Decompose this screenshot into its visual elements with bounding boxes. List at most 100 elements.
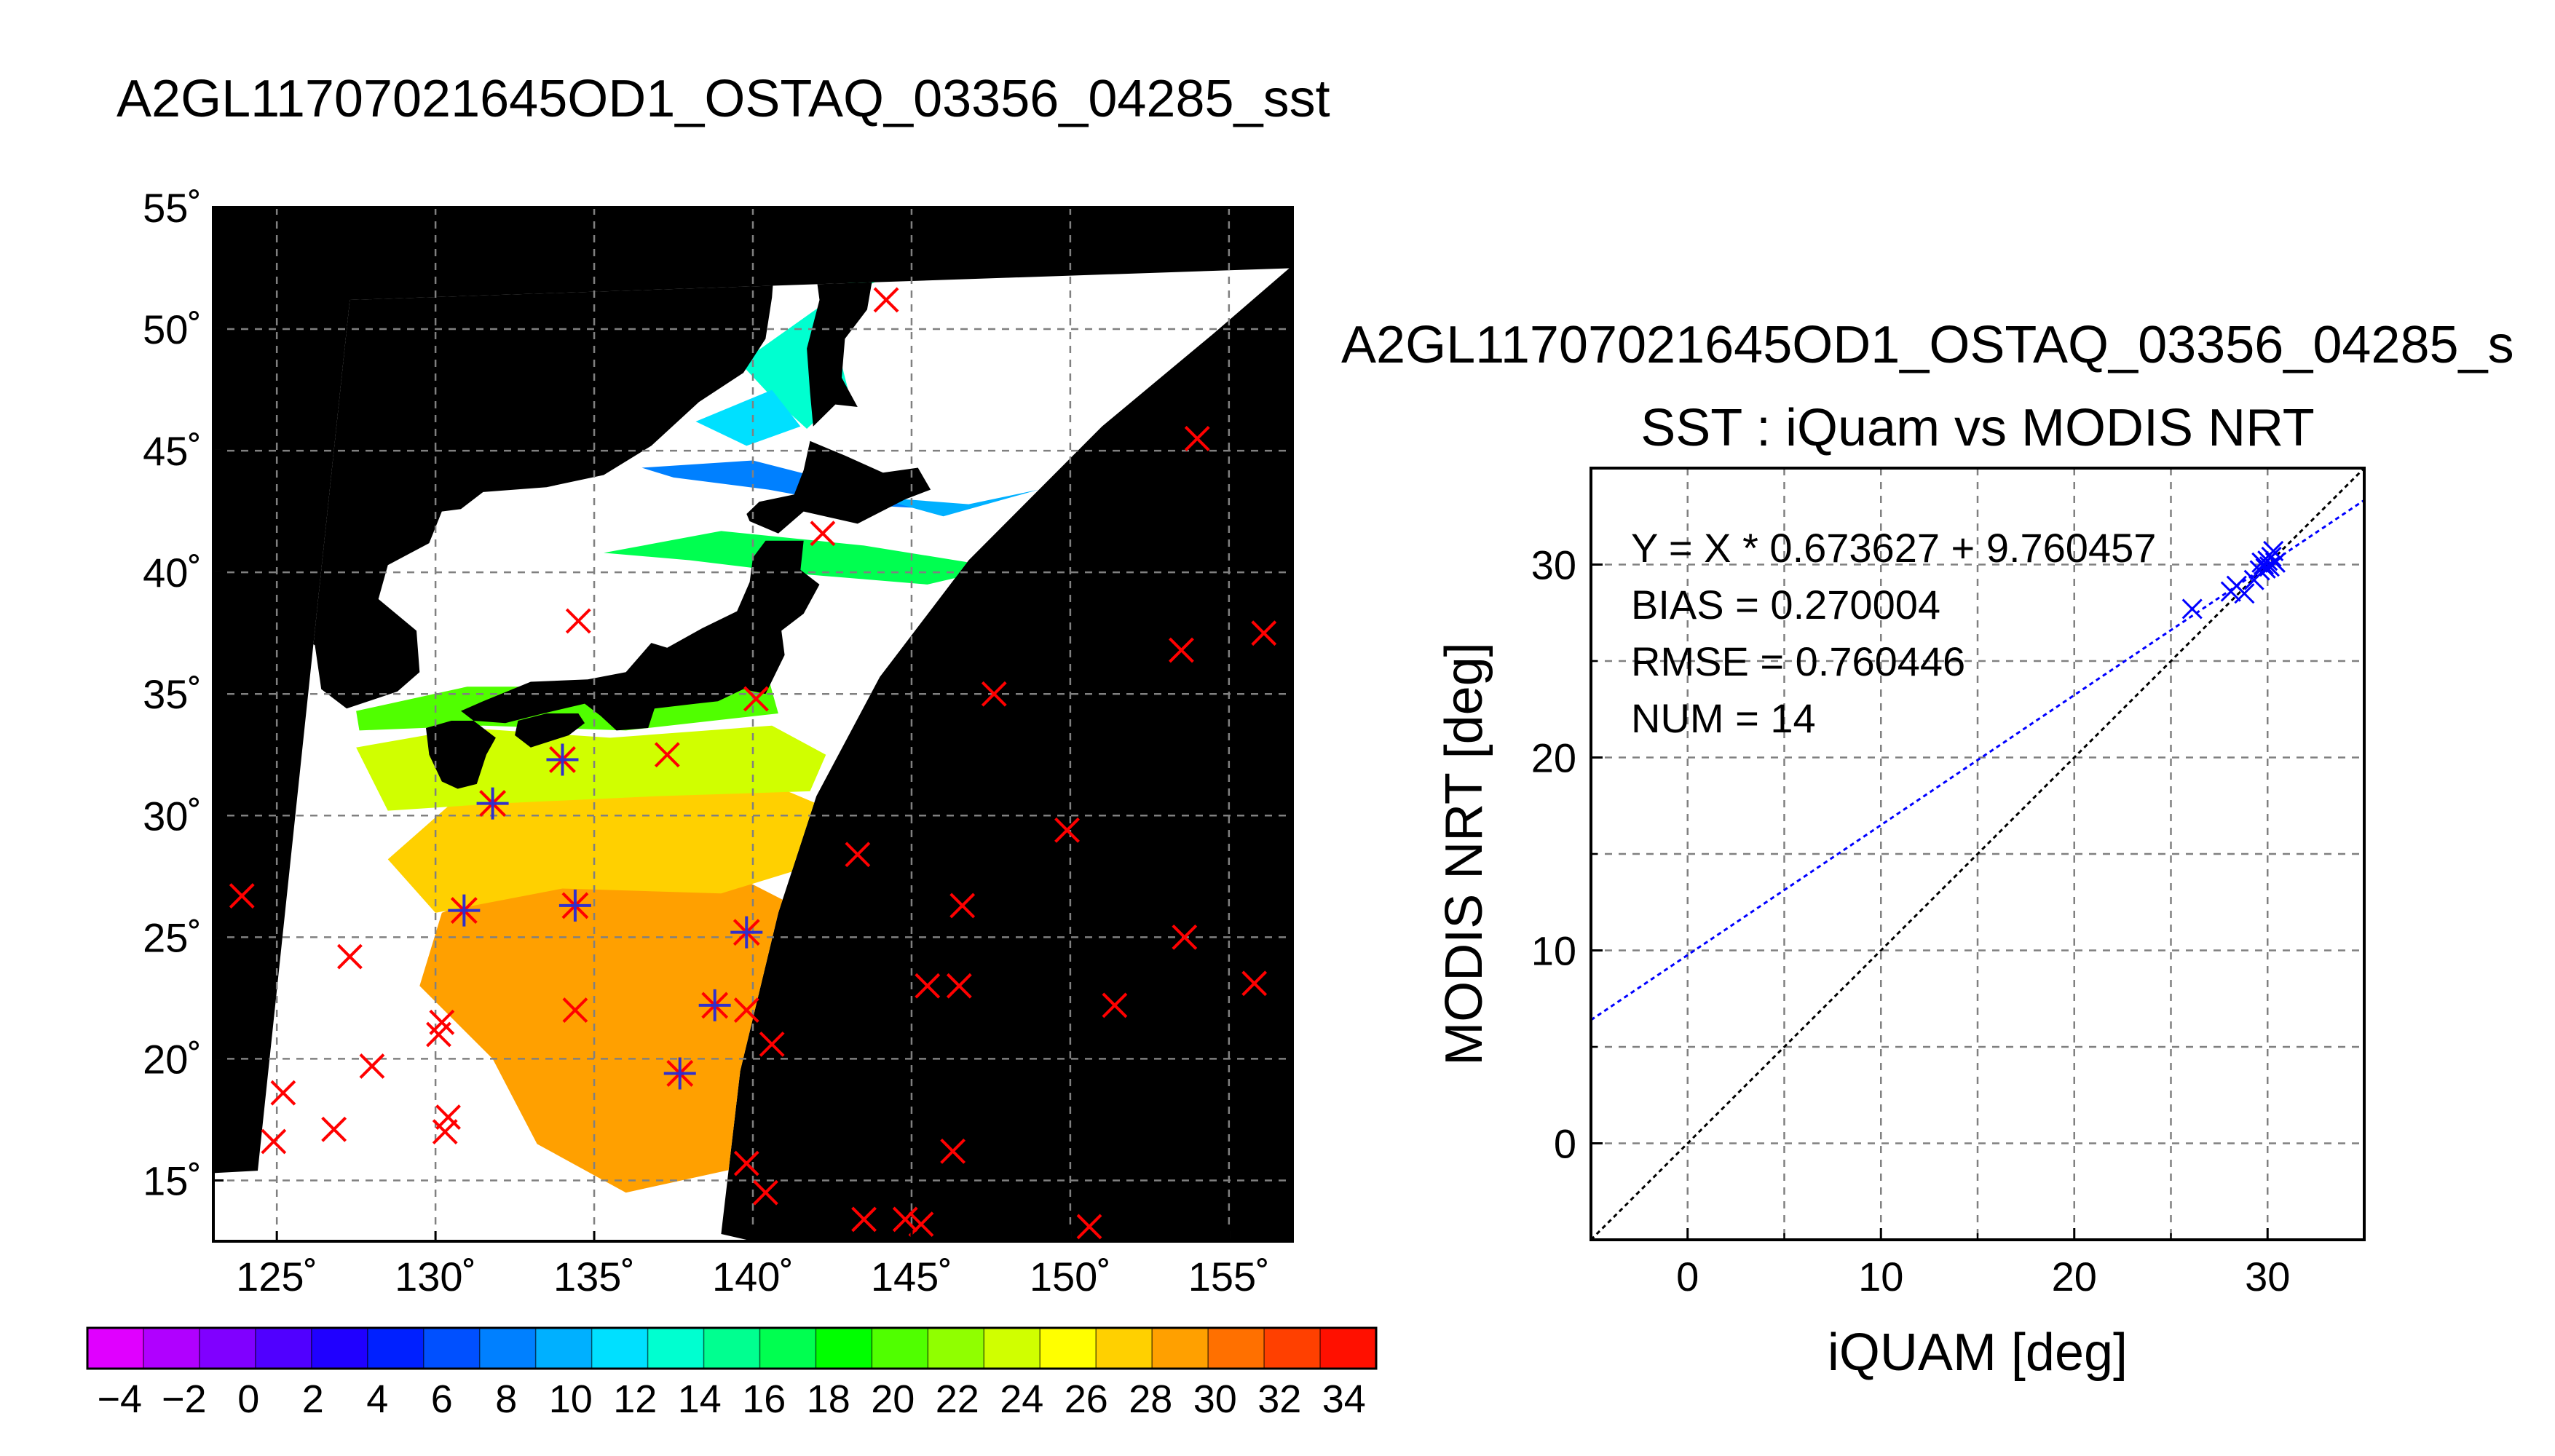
land-shikoku <box>515 713 585 748</box>
colorbar-tick-label: 6 <box>431 1377 453 1421</box>
scatter-x-label: iQUAM [deg] <box>1828 1324 2128 1382</box>
scatter-figure-title: A2GL11707021645OD1_OSTAQ_03356_04285_s <box>1341 316 2514 374</box>
scatter-y-tick-label: 10 <box>1531 928 1576 974</box>
buoy-marker <box>1241 970 1268 997</box>
num-label: NUM = 14 <box>1631 695 1816 741</box>
colorbar-box <box>1152 1328 1209 1369</box>
scatter-panel: 0 10 20 30 0 10 20 30 Y = X * 0.673627 + 9.760… <box>1435 467 2366 1382</box>
buoy-marker <box>1054 817 1080 843</box>
scatter-points <box>2181 540 2286 620</box>
map-y-tick-label: 15˚ <box>143 1158 202 1203</box>
buoy-marker <box>270 1080 296 1106</box>
colorbar-boxes <box>87 1328 1377 1369</box>
scatter-x-tick-label: 30 <box>2245 1254 2290 1299</box>
colorbar-box <box>1096 1328 1153 1369</box>
colorbar-tick-label: 24 <box>1000 1377 1043 1421</box>
colorbar-box <box>872 1328 928 1369</box>
scatter-title: SST : iQuam vs MODIS NRT <box>1640 399 2315 457</box>
colorbar-box <box>367 1328 424 1369</box>
buoy-marker <box>229 883 255 909</box>
colorbar-box <box>928 1328 984 1369</box>
matchup-marker <box>663 1057 696 1090</box>
sst-patch <box>419 859 832 1193</box>
buoy-marker <box>261 1128 287 1155</box>
colorbar-tick-label: 16 <box>742 1377 786 1421</box>
colorbar-box <box>647 1328 705 1369</box>
buoy-marker <box>1102 992 1128 1018</box>
bias-label: BIAS = 0.270004 <box>1631 582 1940 628</box>
matchup-marker <box>476 787 509 820</box>
buoy-marker <box>429 1009 455 1035</box>
map-x-tick-label: 135˚ <box>553 1254 635 1299</box>
colorbar: −4 −2 0 2 4 6 8 10 12 14 16 18 20 22 24 26 28 30 32 34 <box>86 1326 1378 1421</box>
colorbar-box <box>759 1328 817 1369</box>
buoy-marker <box>321 1116 347 1142</box>
buoy-marker <box>1169 637 1194 663</box>
land-layer <box>213 268 931 927</box>
colorbar-tick-label: 8 <box>495 1377 517 1421</box>
scatter-point <box>2264 552 2286 573</box>
scatter-grid <box>1591 468 2364 1240</box>
buoy-marker <box>810 521 836 547</box>
map-y-tick-label: 25˚ <box>143 914 202 960</box>
scatter-x-tick-label: 10 <box>1858 1254 1903 1299</box>
scatter-y-axis: 0 10 20 30 <box>1531 542 1603 1167</box>
scatter-y-tick-label: 0 <box>1554 1121 1576 1167</box>
sst-patch <box>387 776 817 913</box>
buoy-marker <box>565 608 591 634</box>
colorbar-tick-label: 34 <box>1322 1377 1366 1421</box>
map-x-tick-label: 140˚ <box>712 1254 794 1299</box>
map-y-axis: 15˚ 20˚ 25˚ 30˚ 35˚ 40˚ 45˚ 50˚ 55˚ <box>143 185 224 1203</box>
buoy-marker <box>337 943 363 970</box>
sst-patch <box>873 489 1039 517</box>
colorbar-tick-label: 32 <box>1257 1377 1301 1421</box>
colorbar-tick-label: 4 <box>366 1377 388 1421</box>
colorbar-tick-label: 26 <box>1065 1377 1108 1421</box>
colorbar-tick-label: 0 <box>237 1377 259 1421</box>
map-x-tick-label: 125˚ <box>236 1254 317 1299</box>
buoy-marker <box>753 1179 778 1206</box>
scatter-y-tick-label: 20 <box>1531 735 1576 781</box>
colorbar-box <box>479 1328 537 1369</box>
colorbar-box <box>1040 1328 1097 1369</box>
colorbar-tick-label: −4 <box>97 1377 142 1421</box>
map-x-tick-label: 130˚ <box>395 1254 476 1299</box>
identity-line <box>1591 468 2364 1240</box>
fit-equation-label: Y = X * 0.673627 + 9.760457 <box>1631 525 2156 571</box>
map-x-tick-label: 150˚ <box>1030 1254 1111 1299</box>
scatter-x-tick-label: 20 <box>2052 1254 2097 1299</box>
sst-patch <box>695 389 801 446</box>
sst-patch <box>604 531 1000 585</box>
buoy-marker <box>1172 924 1198 950</box>
colorbar-box <box>703 1328 761 1369</box>
map-title: A2GL11707021645OD1_OSTAQ_03356_04285_sst <box>117 70 1330 128</box>
map-y-tick-label: 35˚ <box>143 671 202 717</box>
map-y-tick-label: 50˚ <box>143 306 202 352</box>
colorbar-frame <box>86 1326 1378 1370</box>
map-x-axis: 125˚ 130˚ 135˚ 140˚ 145˚ 150˚ 155˚ <box>236 1231 1270 1299</box>
buoy-marker <box>908 1211 934 1238</box>
map-panel: 125˚ 130˚ 135˚ 140˚ 145˚ 150˚ 155˚ 15˚ 20˚ 25˚ 30… <box>143 185 1294 1299</box>
buoy-marker <box>915 973 941 999</box>
matchup-marker <box>448 894 481 927</box>
rmse-label: RMSE = 0.760446 <box>1631 638 1965 684</box>
matchup-marker <box>558 889 591 922</box>
colorbar-box <box>1320 1328 1377 1369</box>
buoy-marker <box>873 287 899 313</box>
buoy-marker <box>949 893 976 919</box>
buoy-marker <box>845 842 871 868</box>
colorbar-tick-label: 22 <box>936 1377 979 1421</box>
colorbar-tick-label: 28 <box>1129 1377 1172 1421</box>
scatter-x-axis: 0 10 20 30 <box>1676 1228 2290 1299</box>
scatter-point <box>2234 583 2255 604</box>
scatter-point <box>2255 558 2276 579</box>
scatter-point <box>2181 598 2203 620</box>
buoy-marker <box>733 997 759 1024</box>
land-kyushu <box>426 721 496 789</box>
buoy-marker <box>562 997 588 1024</box>
buoy-marker <box>654 742 680 768</box>
scatter-point <box>2261 546 2282 567</box>
buoy-marker <box>1076 1214 1102 1240</box>
colorbar-box <box>143 1328 200 1369</box>
land-honshu <box>461 540 820 731</box>
